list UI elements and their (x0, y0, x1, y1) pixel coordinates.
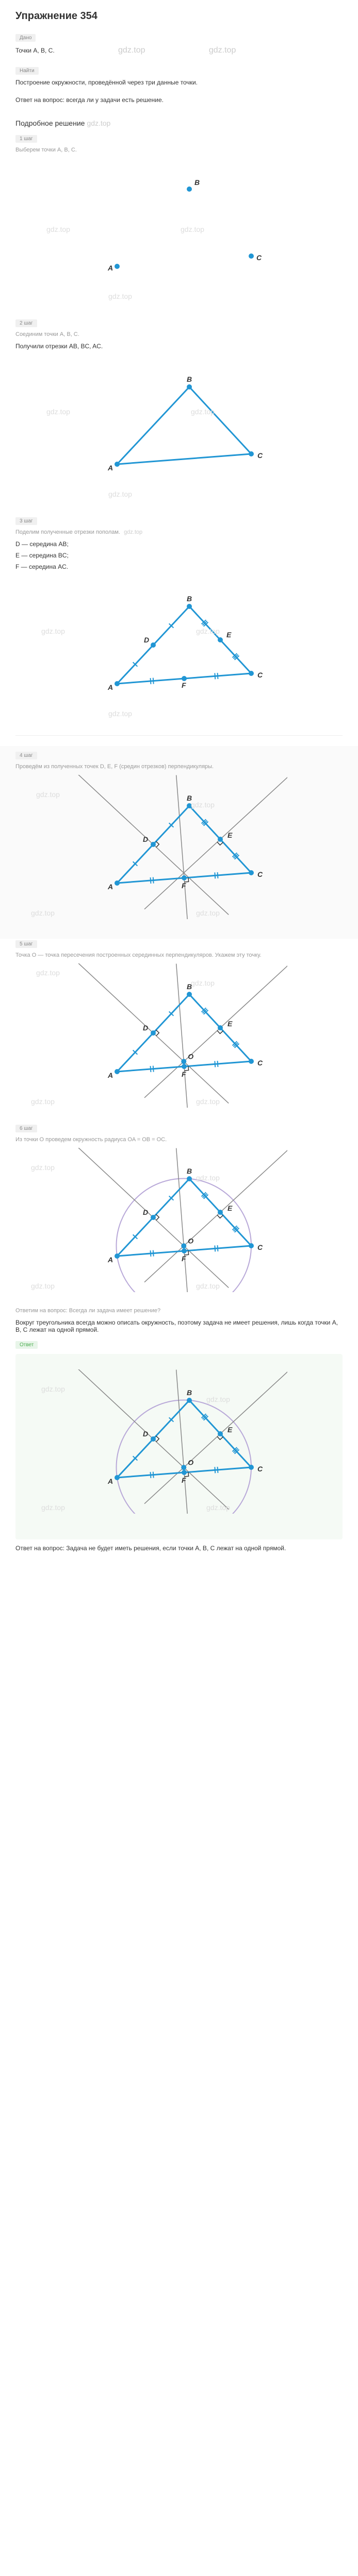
svg-text:B: B (187, 595, 192, 603)
find-text: Построение окружности, проведённой через… (15, 79, 343, 86)
svg-text:C: C (257, 451, 263, 460)
conclusion-q: Ответим на вопрос: Всегда ли задача имее… (15, 1308, 343, 1314)
svg-text:D: D (143, 1430, 148, 1438)
svg-text:F: F (182, 1070, 186, 1078)
svg-text:C: C (257, 1243, 263, 1251)
svg-text:C: C (257, 1059, 263, 1067)
diagram-4: ABCDEFgdz.topgdz.topgdz.topgdz.top (15, 775, 343, 919)
svg-text:F: F (182, 681, 186, 689)
svg-text:E: E (227, 1204, 233, 1212)
step-6-text: Из точки O проведем окружность радиуса O… (15, 1137, 343, 1143)
svg-text:O: O (188, 1052, 193, 1060)
svg-text:F: F (182, 882, 186, 890)
conclusion-text: Вокруг треугольника всегда можно описать… (15, 1319, 343, 1333)
step-2-result: Получили отрезки AB, BC, AC. (15, 343, 343, 350)
step-6-label: 6 шаг (15, 1125, 37, 1132)
svg-text:F: F (182, 1476, 186, 1484)
step-5-text: Точка O — точка пересечения построенных … (15, 952, 343, 958)
svg-text:C: C (257, 671, 263, 679)
solution-title: Подробное решениеgdz.top (15, 119, 343, 127)
diagram-1: ABCgdz.topgdz.topgdz.top (15, 158, 343, 302)
svg-text:A: A (107, 264, 113, 272)
diagram-answer: ABCDEFOgdz.topgdz.topgdz.topgdz.top (26, 1369, 332, 1514)
svg-text:D: D (143, 835, 148, 843)
svg-text:A: A (107, 464, 113, 472)
watermark: gdz.top (124, 529, 142, 535)
watermark: gdz.top (87, 119, 110, 127)
step-4-block: 4 шаг Проведём из полученных точек D, E,… (0, 746, 358, 939)
svg-text:E: E (227, 1426, 233, 1434)
step-3-text: Поделим полученные отрезки пополам. gdz.… (15, 529, 343, 535)
step-4-label: 4 шаг (15, 752, 37, 759)
given-text: Точки A, B, C. (15, 47, 55, 54)
step-3-label: 3 шаг (15, 517, 37, 525)
svg-text:B: B (187, 1388, 192, 1397)
diagram-2: ABCgdz.topgdz.topgdz.top (15, 356, 343, 500)
step-2-label: 2 шаг (15, 319, 37, 327)
step-5-label: 5 шаг (15, 940, 37, 948)
svg-text:D: D (143, 1024, 148, 1032)
svg-text:A: A (107, 683, 113, 691)
e-midpoint: E — середина BC; (15, 552, 343, 559)
svg-text:A: A (107, 883, 113, 891)
svg-text:B: B (187, 1167, 192, 1175)
answer-diagram-wrap: ABCDEFOgdz.topgdz.topgdz.topgdz.top (15, 1354, 343, 1539)
svg-text:C: C (257, 1465, 263, 1473)
svg-text:A: A (107, 1071, 113, 1079)
step-2-text: Соединим точки A, B, C. (15, 331, 343, 337)
given-label: Дано (15, 34, 36, 42)
svg-text:B: B (187, 794, 192, 802)
watermark: gdz.top (209, 46, 236, 55)
step-1-label: 1 шаг (15, 135, 37, 143)
svg-text:B: B (187, 375, 192, 383)
diagram-5: ABCDEFOgdz.topgdz.topgdz.topgdz.top (15, 963, 343, 1108)
answer-label: Ответ (15, 1341, 38, 1349)
d-midpoint: D — середина AB; (15, 540, 343, 548)
step-1-text: Выберем точки A, B, C. (15, 147, 343, 153)
svg-text:D: D (144, 636, 149, 644)
svg-text:O: O (188, 1458, 193, 1466)
svg-text:C: C (257, 870, 263, 878)
question-text: Ответ на вопрос: всегда ли у задачи есть… (15, 96, 343, 104)
answer-text: Ответ на вопрос: Задача не будет иметь р… (15, 1545, 343, 1552)
svg-text:A: A (107, 1256, 113, 1264)
step-4-text: Проведём из полученных точек D, E, F (ср… (15, 764, 343, 770)
diagram-3: ABCDEFgdz.topgdz.topgdz.top (15, 575, 343, 720)
svg-text:E: E (227, 831, 233, 839)
watermark: gdz.top (118, 46, 145, 55)
find-label: Найти (15, 67, 39, 75)
svg-text:A: A (107, 1477, 113, 1485)
given-row: Точки A, B, C. gdz.top gdz.top (15, 46, 343, 55)
svg-text:O: O (188, 1236, 193, 1245)
solution-title-text: Подробное решение (15, 119, 85, 127)
divider (15, 735, 343, 736)
svg-text:D: D (143, 1208, 148, 1216)
svg-text:E: E (227, 1020, 233, 1028)
svg-text:E: E (226, 631, 232, 639)
svg-text:B: B (194, 178, 200, 187)
page-title: Упражнение 354 (15, 10, 343, 22)
svg-text:B: B (187, 982, 192, 991)
f-midpoint: F — середина AC. (15, 563, 343, 570)
svg-text:F: F (182, 1255, 186, 1263)
step-3-text-inner: Поделим полученные отрезки пополам. (15, 529, 120, 535)
diagram-6: ABCDEFOgdz.topgdz.topgdz.topgdz.top (15, 1148, 343, 1292)
svg-text:C: C (256, 253, 262, 262)
